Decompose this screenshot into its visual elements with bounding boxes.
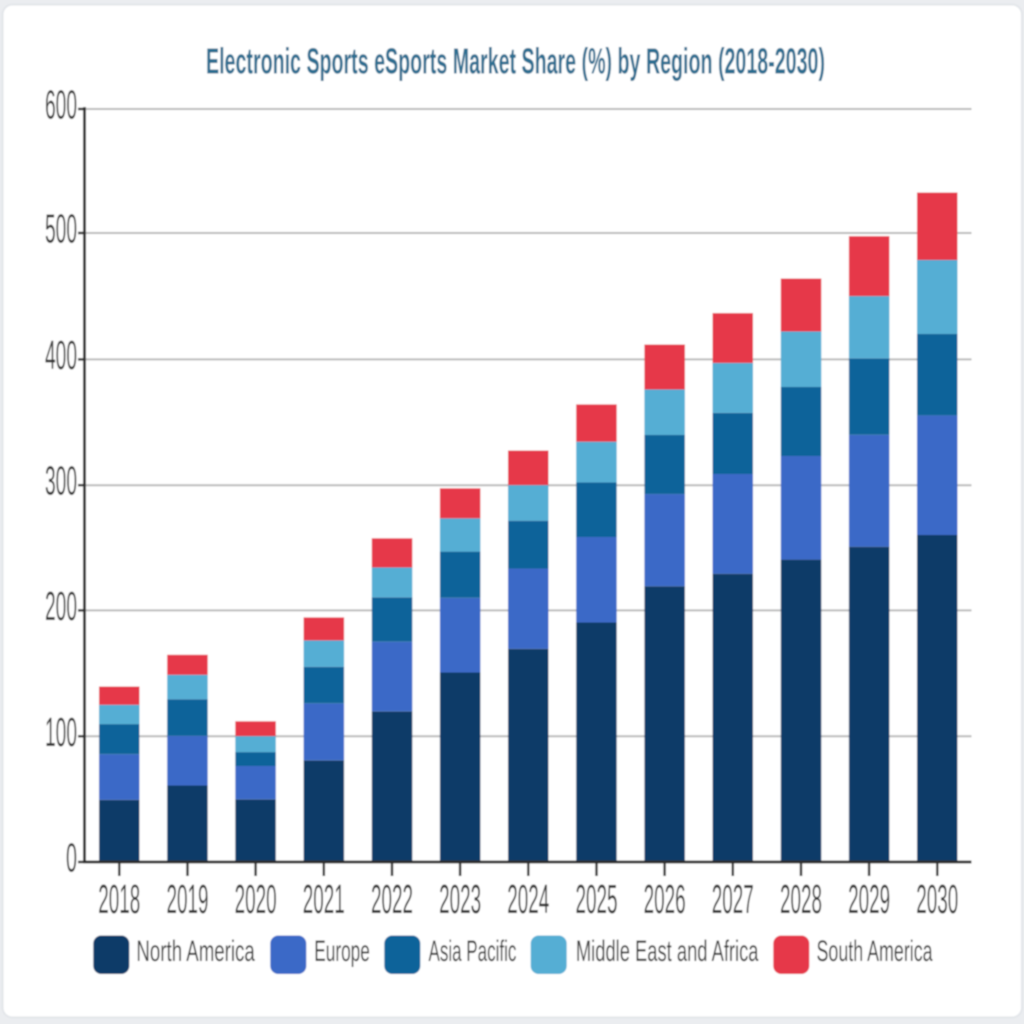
svg-text:Europe: Europe — [314, 935, 370, 968]
svg-text:2030: 2030 — [916, 876, 958, 922]
svg-text:500: 500 — [45, 206, 77, 252]
svg-text:100: 100 — [45, 709, 77, 755]
svg-text:200: 200 — [45, 583, 77, 629]
svg-text:400: 400 — [45, 332, 77, 378]
svg-text:300: 300 — [45, 458, 77, 504]
svg-text:2025: 2025 — [576, 876, 618, 922]
svg-text:Middle East and Africa: Middle East and Africa — [576, 935, 759, 968]
svg-text:Asia Pacific: Asia Pacific — [429, 935, 517, 968]
svg-text:2020: 2020 — [235, 876, 277, 922]
svg-text:2018: 2018 — [98, 876, 140, 922]
svg-text:2028: 2028 — [780, 876, 822, 922]
svg-text:Electronic Sports eSports Mark: Electronic Sports eSports Market Share (… — [206, 41, 825, 82]
svg-text:600: 600 — [45, 82, 77, 128]
svg-text:2029: 2029 — [848, 876, 890, 922]
svg-text:2026: 2026 — [644, 876, 686, 922]
svg-text:2027: 2027 — [712, 876, 754, 922]
svg-text:0: 0 — [66, 835, 77, 881]
svg-text:2022: 2022 — [371, 876, 413, 922]
svg-text:South America: South America — [817, 935, 933, 968]
svg-text:2019: 2019 — [167, 876, 209, 922]
svg-text:2023: 2023 — [439, 876, 481, 922]
svg-text:2021: 2021 — [303, 876, 345, 922]
svg-text:2024: 2024 — [507, 876, 549, 922]
svg-text:North America: North America — [136, 935, 255, 968]
